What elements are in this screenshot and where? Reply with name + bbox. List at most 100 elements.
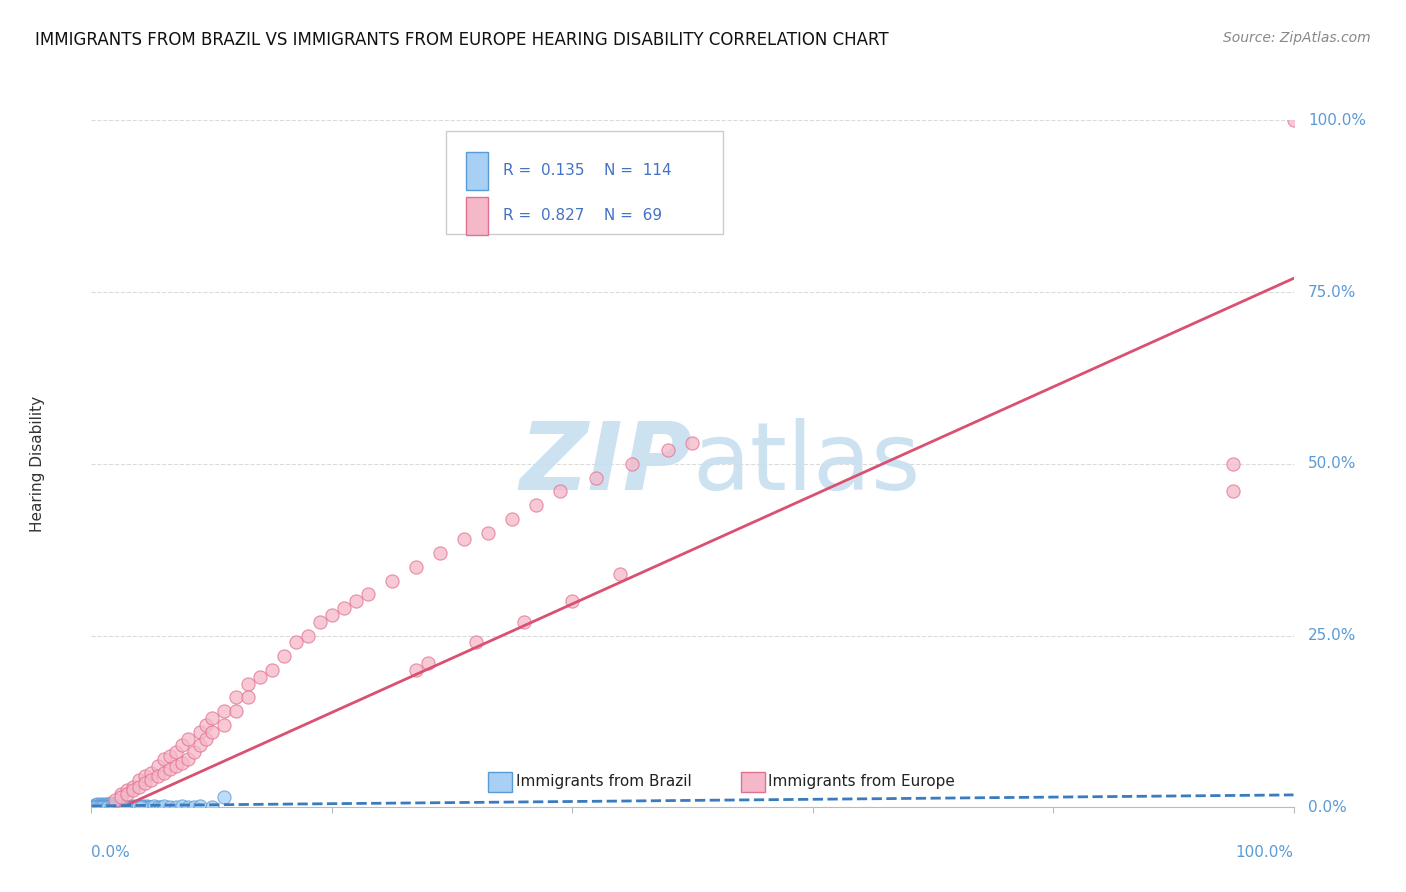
Point bbox=[101, 800, 124, 814]
Point bbox=[188, 739, 211, 753]
Point bbox=[152, 752, 174, 766]
Point bbox=[105, 797, 128, 812]
Point bbox=[344, 594, 367, 608]
Point bbox=[122, 780, 145, 794]
Point bbox=[194, 718, 217, 732]
Point bbox=[609, 566, 631, 581]
Point bbox=[125, 799, 148, 814]
Point bbox=[146, 759, 169, 773]
Point bbox=[115, 799, 138, 814]
Point bbox=[87, 800, 110, 814]
Point bbox=[93, 800, 115, 814]
Point bbox=[117, 783, 139, 797]
Point bbox=[249, 670, 271, 684]
Point bbox=[201, 724, 224, 739]
Point bbox=[201, 799, 224, 814]
Point bbox=[84, 800, 107, 814]
Point bbox=[188, 724, 211, 739]
Point bbox=[128, 798, 150, 813]
Point bbox=[260, 663, 283, 677]
Text: 100.0%: 100.0% bbox=[1236, 845, 1294, 860]
Point bbox=[138, 800, 160, 814]
Point bbox=[165, 759, 187, 773]
Point bbox=[125, 800, 148, 814]
Point bbox=[91, 798, 114, 813]
Point bbox=[90, 797, 112, 811]
Text: atlas: atlas bbox=[692, 417, 921, 510]
Point bbox=[110, 800, 132, 814]
Point bbox=[122, 798, 145, 813]
Point bbox=[94, 800, 117, 814]
Point bbox=[477, 525, 499, 540]
Point bbox=[118, 800, 141, 814]
Point bbox=[134, 769, 156, 783]
Point bbox=[100, 800, 122, 814]
Point bbox=[201, 711, 224, 725]
Point bbox=[114, 800, 136, 814]
Point bbox=[159, 763, 181, 777]
Point bbox=[1282, 113, 1305, 128]
Point bbox=[176, 731, 198, 746]
Point bbox=[159, 800, 181, 814]
FancyBboxPatch shape bbox=[488, 772, 512, 792]
Point bbox=[297, 628, 319, 642]
Point bbox=[104, 793, 127, 807]
Point bbox=[89, 800, 111, 814]
Point bbox=[96, 798, 118, 813]
Point bbox=[134, 800, 156, 814]
Point bbox=[127, 800, 149, 814]
Point bbox=[94, 797, 117, 812]
Point bbox=[96, 799, 118, 814]
Point bbox=[453, 533, 475, 547]
Point bbox=[117, 787, 139, 801]
Point bbox=[110, 787, 132, 801]
Point bbox=[561, 594, 583, 608]
Point bbox=[135, 798, 157, 813]
Point bbox=[93, 800, 115, 814]
Point bbox=[416, 656, 439, 670]
Point bbox=[101, 797, 124, 812]
Point bbox=[89, 800, 111, 814]
Point bbox=[89, 797, 111, 812]
Point bbox=[108, 799, 131, 814]
Point bbox=[125, 799, 148, 814]
Point bbox=[212, 789, 235, 804]
Text: Hearing Disability: Hearing Disability bbox=[30, 396, 45, 532]
Point bbox=[170, 739, 193, 753]
Point bbox=[101, 800, 124, 814]
Point bbox=[103, 800, 125, 814]
Point bbox=[128, 772, 150, 787]
Point bbox=[97, 797, 120, 811]
Point bbox=[93, 797, 115, 812]
FancyBboxPatch shape bbox=[467, 152, 488, 190]
Point bbox=[381, 574, 404, 588]
Point bbox=[117, 799, 139, 814]
Point bbox=[121, 800, 143, 814]
FancyBboxPatch shape bbox=[446, 131, 723, 234]
Point bbox=[100, 799, 122, 814]
Point bbox=[225, 704, 247, 718]
Point bbox=[91, 799, 114, 814]
Point bbox=[176, 800, 198, 814]
Point bbox=[84, 800, 107, 814]
Point bbox=[129, 799, 152, 814]
Point bbox=[183, 745, 205, 759]
Point bbox=[112, 799, 135, 814]
Text: 0.0%: 0.0% bbox=[1308, 800, 1347, 814]
Text: ZIP: ZIP bbox=[520, 417, 692, 510]
Point bbox=[111, 800, 134, 814]
Point bbox=[124, 799, 146, 814]
Point bbox=[165, 745, 187, 759]
Point bbox=[308, 615, 330, 629]
Point bbox=[150, 799, 173, 814]
Point bbox=[165, 799, 187, 814]
Point bbox=[134, 799, 156, 814]
Point bbox=[83, 800, 105, 814]
Point bbox=[101, 799, 124, 814]
Point bbox=[188, 798, 211, 813]
Point bbox=[107, 796, 129, 810]
Text: 75.0%: 75.0% bbox=[1308, 285, 1357, 300]
Point bbox=[86, 799, 108, 814]
Point bbox=[91, 800, 114, 814]
Point bbox=[103, 798, 125, 813]
